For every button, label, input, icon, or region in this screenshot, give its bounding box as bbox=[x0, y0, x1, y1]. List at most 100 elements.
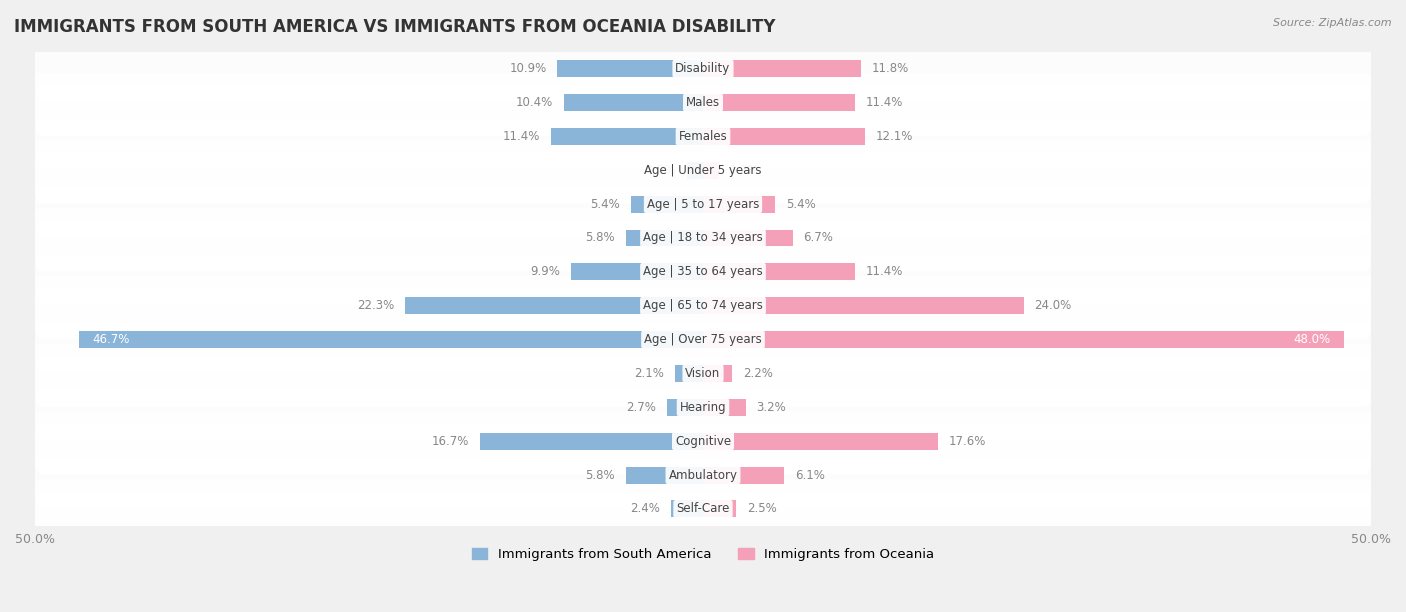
Bar bbox=[688, 162, 703, 179]
FancyBboxPatch shape bbox=[34, 174, 1372, 234]
FancyBboxPatch shape bbox=[34, 446, 1372, 504]
Text: Self-Care: Self-Care bbox=[676, 502, 730, 515]
Text: Hearing: Hearing bbox=[679, 401, 727, 414]
Bar bbox=[35, 323, 1371, 357]
Bar bbox=[35, 119, 1371, 154]
Bar bbox=[703, 331, 1344, 348]
Legend: Immigrants from South America, Immigrants from Oceania: Immigrants from South America, Immigrant… bbox=[467, 543, 939, 567]
FancyBboxPatch shape bbox=[35, 476, 1371, 542]
Text: Ambulatory: Ambulatory bbox=[668, 469, 738, 482]
Text: 2.5%: 2.5% bbox=[747, 502, 778, 515]
Text: Males: Males bbox=[686, 96, 720, 109]
Text: 17.6%: 17.6% bbox=[949, 435, 986, 448]
FancyBboxPatch shape bbox=[35, 239, 1371, 305]
FancyBboxPatch shape bbox=[35, 442, 1371, 508]
Text: 11.4%: 11.4% bbox=[502, 130, 540, 143]
Bar bbox=[35, 86, 1371, 119]
Text: Age | Under 5 years: Age | Under 5 years bbox=[644, 164, 762, 177]
Bar bbox=[703, 230, 793, 247]
FancyBboxPatch shape bbox=[34, 378, 1372, 437]
Bar bbox=[703, 162, 718, 179]
Bar bbox=[35, 424, 1371, 458]
Text: 48.0%: 48.0% bbox=[1294, 333, 1331, 346]
Bar bbox=[35, 187, 1371, 221]
Bar bbox=[703, 128, 865, 145]
Text: Source: ZipAtlas.com: Source: ZipAtlas.com bbox=[1274, 18, 1392, 28]
Bar bbox=[703, 466, 785, 483]
Text: Age | 5 to 17 years: Age | 5 to 17 years bbox=[647, 198, 759, 211]
Bar bbox=[35, 458, 1371, 492]
Text: 3.2%: 3.2% bbox=[756, 401, 786, 414]
Bar bbox=[703, 399, 745, 416]
Bar bbox=[626, 230, 703, 247]
FancyBboxPatch shape bbox=[34, 344, 1372, 403]
Bar bbox=[675, 365, 703, 382]
FancyBboxPatch shape bbox=[34, 39, 1372, 98]
Text: 22.3%: 22.3% bbox=[357, 299, 395, 312]
Bar bbox=[703, 501, 737, 517]
Text: 46.7%: 46.7% bbox=[93, 333, 129, 346]
Bar bbox=[35, 390, 1371, 424]
Text: Age | 35 to 64 years: Age | 35 to 64 years bbox=[643, 266, 763, 278]
FancyBboxPatch shape bbox=[34, 73, 1372, 132]
FancyBboxPatch shape bbox=[34, 276, 1372, 335]
Bar bbox=[479, 433, 703, 450]
Bar bbox=[35, 221, 1371, 255]
Bar bbox=[35, 289, 1371, 323]
Text: 11.4%: 11.4% bbox=[866, 266, 904, 278]
Bar bbox=[703, 60, 860, 77]
Text: 12.1%: 12.1% bbox=[876, 130, 912, 143]
Text: 2.4%: 2.4% bbox=[630, 502, 661, 515]
Bar bbox=[35, 492, 1371, 526]
Bar bbox=[571, 263, 703, 280]
Bar bbox=[631, 196, 703, 212]
Text: 5.4%: 5.4% bbox=[591, 198, 620, 211]
Text: 9.9%: 9.9% bbox=[530, 266, 560, 278]
Text: 24.0%: 24.0% bbox=[1035, 299, 1071, 312]
Text: 16.7%: 16.7% bbox=[432, 435, 470, 448]
FancyBboxPatch shape bbox=[35, 272, 1371, 339]
Bar bbox=[671, 501, 703, 517]
Bar bbox=[79, 331, 703, 348]
Text: Age | Over 75 years: Age | Over 75 years bbox=[644, 333, 762, 346]
Bar bbox=[666, 399, 703, 416]
Bar bbox=[703, 94, 855, 111]
Text: Age | 65 to 74 years: Age | 65 to 74 years bbox=[643, 299, 763, 312]
Bar bbox=[564, 94, 703, 111]
Text: IMMIGRANTS FROM SOUTH AMERICA VS IMMIGRANTS FROM OCEANIA DISABILITY: IMMIGRANTS FROM SOUTH AMERICA VS IMMIGRA… bbox=[14, 18, 776, 36]
FancyBboxPatch shape bbox=[34, 310, 1372, 369]
FancyBboxPatch shape bbox=[34, 107, 1372, 166]
Bar bbox=[703, 297, 1024, 314]
Text: Females: Females bbox=[679, 130, 727, 143]
Text: 6.1%: 6.1% bbox=[796, 469, 825, 482]
Text: Vision: Vision bbox=[685, 367, 721, 380]
Text: 6.7%: 6.7% bbox=[803, 231, 834, 245]
FancyBboxPatch shape bbox=[35, 408, 1371, 474]
FancyBboxPatch shape bbox=[35, 103, 1371, 170]
Bar bbox=[703, 196, 775, 212]
FancyBboxPatch shape bbox=[35, 374, 1371, 441]
FancyBboxPatch shape bbox=[35, 69, 1371, 136]
Text: 11.4%: 11.4% bbox=[866, 96, 904, 109]
Bar bbox=[703, 365, 733, 382]
Text: 2.2%: 2.2% bbox=[744, 367, 773, 380]
Text: Disability: Disability bbox=[675, 62, 731, 75]
Bar bbox=[557, 60, 703, 77]
FancyBboxPatch shape bbox=[34, 141, 1372, 200]
Text: 1.2%: 1.2% bbox=[730, 164, 759, 177]
Bar bbox=[35, 357, 1371, 390]
Bar bbox=[551, 128, 703, 145]
Bar bbox=[35, 52, 1371, 86]
FancyBboxPatch shape bbox=[35, 307, 1371, 373]
FancyBboxPatch shape bbox=[35, 340, 1371, 406]
FancyBboxPatch shape bbox=[35, 35, 1371, 102]
Bar bbox=[35, 154, 1371, 187]
Text: Cognitive: Cognitive bbox=[675, 435, 731, 448]
Text: 5.8%: 5.8% bbox=[585, 469, 614, 482]
Bar bbox=[35, 255, 1371, 289]
FancyBboxPatch shape bbox=[35, 205, 1371, 271]
FancyBboxPatch shape bbox=[35, 137, 1371, 203]
Text: 2.7%: 2.7% bbox=[626, 401, 657, 414]
FancyBboxPatch shape bbox=[35, 171, 1371, 237]
Text: 1.2%: 1.2% bbox=[647, 164, 676, 177]
